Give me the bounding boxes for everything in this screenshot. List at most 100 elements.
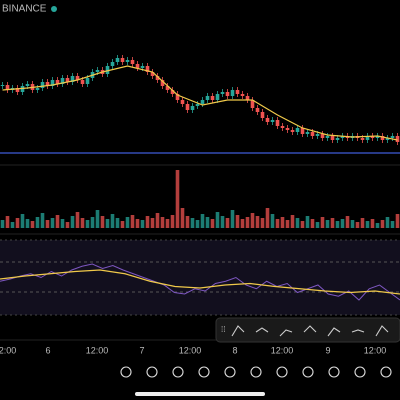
volume-bar [265, 208, 270, 228]
candle [235, 90, 240, 94]
candle [115, 58, 120, 62]
volume-bar [200, 214, 205, 228]
candle [55, 80, 60, 84]
candle [385, 138, 390, 140]
tool-icon[interactable] [303, 325, 317, 333]
rsi-panel [0, 240, 400, 315]
volume-bar [15, 218, 20, 228]
candle [250, 100, 255, 108]
volume-bar [355, 222, 360, 228]
volume-bar [120, 221, 125, 228]
candle [320, 134, 325, 138]
volume-bar [370, 219, 375, 228]
candle [330, 136, 335, 140]
toolbar-icon[interactable] [380, 366, 392, 378]
candle [240, 94, 245, 96]
toolbar-icon[interactable] [120, 366, 132, 378]
candle [245, 96, 250, 100]
volume-bar [70, 216, 75, 228]
candle [295, 128, 300, 132]
volume-bar [80, 218, 85, 228]
toolbar-icon[interactable] [172, 366, 184, 378]
moving-average [2, 65, 398, 141]
volume-bar [25, 219, 30, 228]
candle [365, 136, 370, 140]
tool-icon[interactable] [279, 329, 293, 337]
candle [325, 136, 330, 138]
candle [70, 76, 75, 82]
candle [375, 136, 380, 138]
x-label: 6 [45, 345, 50, 355]
candle [15, 88, 20, 92]
x-label: 7 [139, 345, 144, 355]
volume-bar [255, 216, 260, 228]
volume-bar [345, 216, 350, 228]
x-label: 9 [325, 345, 330, 355]
toolbar-icon[interactable] [198, 366, 210, 378]
candle [335, 138, 340, 140]
tool-icon[interactable] [327, 327, 341, 337]
volume-bar [35, 217, 40, 228]
volume-bar [205, 217, 210, 228]
candle [85, 78, 90, 84]
candle [255, 108, 260, 112]
volume-bar [105, 219, 110, 228]
candle [200, 100, 205, 104]
volume-bar [365, 221, 370, 228]
exchange: BINANCE [2, 4, 47, 15]
volume-bar [275, 219, 280, 228]
volume-bar [40, 213, 45, 228]
volume-bar [300, 221, 305, 228]
candle [370, 136, 375, 138]
x-label: 8 [232, 345, 237, 355]
x-label: 12:00 [0, 345, 16, 355]
toolbar-icon[interactable] [328, 366, 340, 378]
candle [180, 100, 185, 104]
candle [5, 85, 10, 90]
volume-bar [260, 218, 265, 228]
volume-bar [0, 220, 5, 228]
volume-bar [130, 215, 135, 228]
volume-bar [20, 214, 25, 228]
tool-icon[interactable] [351, 329, 365, 333]
toolbar-icon[interactable] [354, 366, 366, 378]
rsi-line [0, 263, 400, 301]
toolbar-icon[interactable] [224, 366, 236, 378]
candle [160, 80, 165, 86]
volume-bar [240, 219, 245, 228]
candle [40, 82, 45, 88]
volume-bar [320, 217, 325, 228]
volume-bar [285, 220, 290, 228]
volume-bar [185, 216, 190, 228]
candle [110, 62, 115, 66]
volume-bar [125, 217, 130, 228]
candle [135, 64, 140, 68]
candle [150, 72, 155, 76]
tool-icon[interactable] [231, 325, 245, 337]
volume-bar [340, 219, 345, 228]
candle [380, 136, 385, 140]
toolbar-icon[interactable] [276, 366, 288, 378]
candle [170, 90, 175, 94]
toolbar-icon[interactable] [302, 366, 314, 378]
volume-bar [390, 221, 395, 228]
candle [165, 86, 170, 90]
x-label: 12:00 [86, 345, 109, 355]
volume-bar [150, 218, 155, 228]
volume-bar [380, 220, 385, 228]
volume-bar [60, 219, 65, 228]
x-label: 12:00 [179, 345, 202, 355]
volume-bar [195, 220, 200, 228]
volume-bar [215, 212, 220, 228]
tool-icon[interactable] [375, 325, 389, 337]
candle [305, 132, 310, 134]
toolbar-icon[interactable] [250, 366, 262, 378]
candle [395, 136, 400, 142]
candle [290, 130, 295, 132]
volume-bar [75, 212, 80, 228]
tool-icon[interactable] [255, 327, 269, 333]
candle [65, 78, 70, 82]
volume-bar [225, 218, 230, 228]
toolbar-icon[interactable] [146, 366, 158, 378]
candle [280, 126, 285, 128]
